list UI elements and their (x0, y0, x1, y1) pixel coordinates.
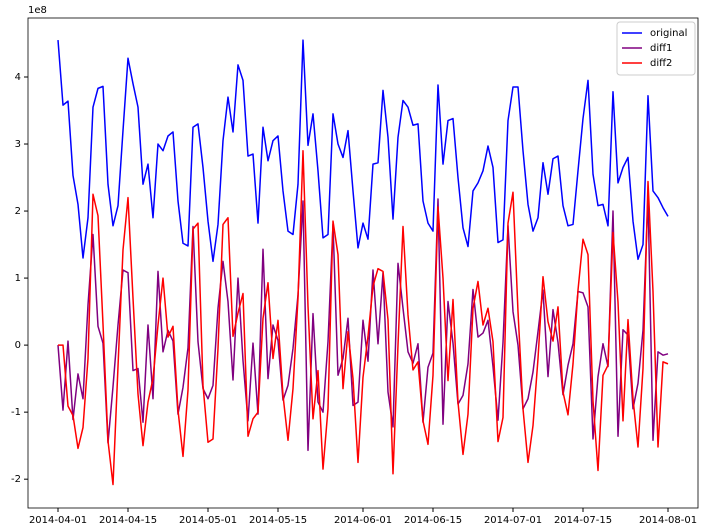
y-tick-label: 2 (15, 206, 21, 217)
y-tick-label: 4 (15, 72, 21, 83)
x-tick-label: 2014-05-01 (179, 515, 237, 526)
x-tick-label: 2014-06-15 (404, 515, 462, 526)
offset-label: 1e8 (28, 5, 47, 16)
y-tick-label: 1 (15, 273, 21, 284)
x-tick-label: 2014-05-15 (249, 515, 307, 526)
line-series (57, 39, 669, 263)
axes-frame (27, 17, 699, 509)
legend-label: original (650, 28, 687, 39)
legend-label: diff2 (650, 58, 672, 69)
x-tick-label: 2014-06-01 (334, 515, 392, 526)
y-tick-label: 0 (15, 340, 21, 351)
x-tick-label: 2014-07-01 (484, 515, 542, 526)
line-series (58, 149, 669, 486)
legend-box (616, 21, 696, 76)
x-tick-label: 2014-04-15 (99, 515, 157, 526)
y-tick-label: -1 (11, 407, 21, 418)
y-tick-label: 3 (15, 139, 21, 150)
x-tick-label: 2014-07-15 (554, 515, 612, 526)
x-tick-label: 2014-04-01 (29, 515, 87, 526)
legend-label: diff1 (650, 43, 672, 54)
x-tick-label: 2014-08-01 (639, 515, 697, 526)
line-series (57, 195, 669, 452)
y-tick-label: -2 (11, 474, 21, 485)
